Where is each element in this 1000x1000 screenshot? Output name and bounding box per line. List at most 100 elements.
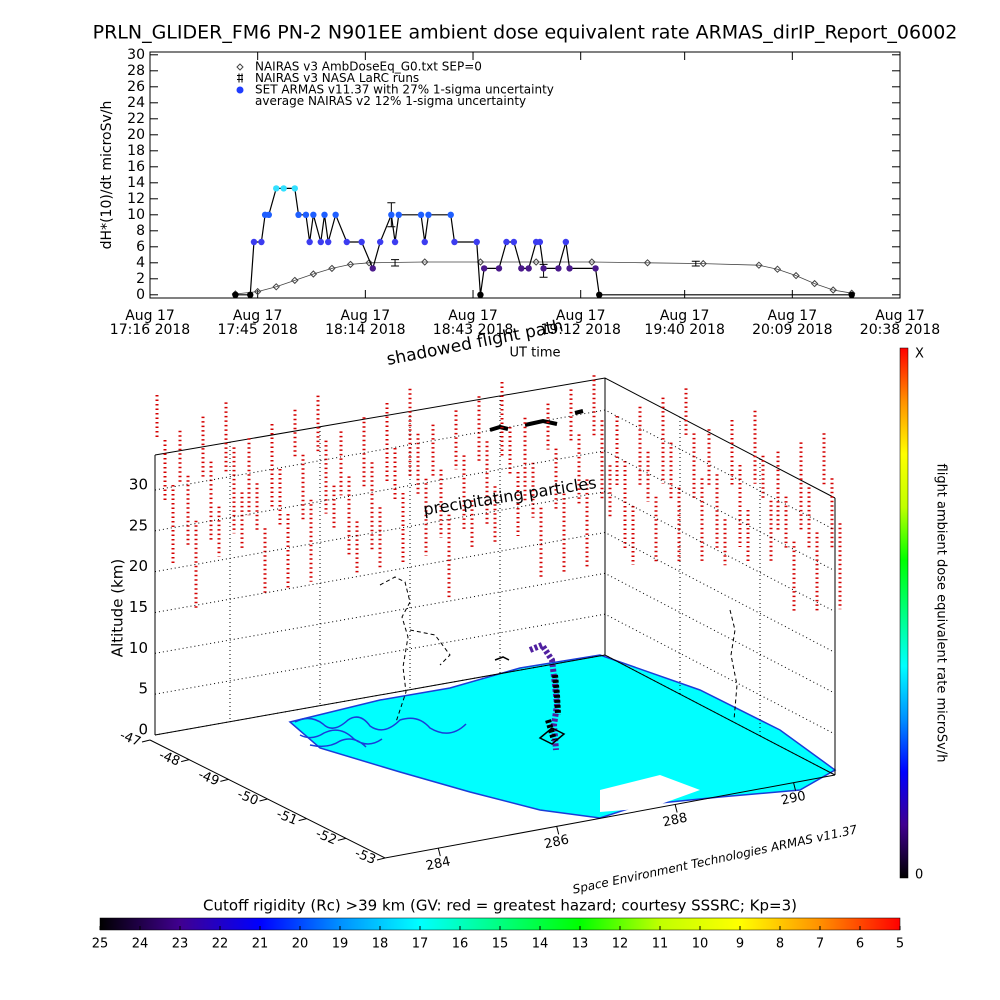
z-tick-label: 25	[129, 516, 148, 534]
diamond-marker	[272, 283, 280, 291]
colorbar-tick-label: 21	[252, 937, 269, 952]
y-tick-label: 14	[127, 175, 145, 191]
z-axis-label: Altitude (km)	[109, 559, 127, 657]
dot-marker	[247, 291, 254, 298]
y-tick-label: -49	[196, 767, 221, 789]
diamond-marker	[829, 286, 837, 294]
track-marker	[494, 656, 566, 745]
y-tick-label: 26	[127, 79, 145, 95]
z-tick-label: 0	[138, 721, 148, 739]
legend-label: NAIRAS v3 NASA LaRC runs	[255, 71, 419, 85]
colorbar-tick-label: 15	[492, 937, 509, 952]
legend-label: average NAIRAS v2 12% 1-sigma uncertaint…	[255, 94, 526, 108]
x-tick-label: 19:40 2018	[644, 322, 724, 338]
colorbar-label: flight ambient dose equivalent rate micr…	[934, 464, 949, 763]
dot-marker	[265, 211, 273, 218]
y-tick-label: -50	[235, 787, 260, 809]
x-tick-label: Aug 17	[768, 308, 818, 324]
dot-marker	[306, 238, 313, 246]
dot-marker	[317, 238, 324, 246]
colorbar-tick-label: 13	[572, 937, 589, 952]
series-line	[235, 261, 852, 295]
x-tick-label: 286	[543, 832, 570, 852]
y-tick-label: -48	[157, 748, 182, 770]
dot-marker	[332, 211, 339, 218]
ice-field	[600, 775, 700, 812]
dot-marker	[451, 238, 458, 246]
dot-marker	[280, 185, 287, 192]
legend-symbol	[236, 86, 244, 94]
grid-line	[154, 572, 836, 694]
y-tick-label: -51	[274, 807, 299, 829]
dot-marker	[503, 238, 510, 246]
colorbar-tick-label: 0	[915, 868, 923, 883]
dot-marker	[325, 238, 332, 246]
y-tick-label: 12	[127, 191, 145, 207]
y-tick-label: -52	[313, 826, 338, 848]
legend-label: SET ARMAS v11.37 with 27% 1-sigma uncert…	[255, 83, 554, 97]
dot-marker	[291, 185, 299, 192]
dot-marker	[592, 265, 599, 272]
x-tick-label: 284	[425, 854, 452, 874]
x-tick-label: 288	[661, 811, 688, 831]
dot-marker	[358, 238, 365, 246]
dot-marker	[417, 211, 425, 218]
colorbar-tick-label: X	[915, 347, 924, 362]
wall-grid	[229, 396, 761, 736]
coastline	[294, 716, 467, 748]
dot-marker	[232, 291, 239, 298]
diamond-marker	[346, 260, 355, 269]
colorbar-tick-label: 8	[776, 937, 784, 952]
y-tick	[376, 857, 386, 861]
y-tick-label: 18	[127, 143, 145, 159]
x-tick-label: Aug 17	[660, 308, 710, 324]
dot-marker	[555, 265, 562, 272]
error-bar	[391, 259, 400, 267]
dot-marker	[447, 211, 454, 218]
y-tick-label: 16	[127, 159, 145, 175]
x-tick	[437, 848, 441, 857]
dot-marker	[310, 211, 317, 218]
grid-line	[154, 654, 836, 776]
error-bar	[691, 260, 700, 267]
z-tick-label: 5	[138, 680, 148, 698]
colorbar-tick-label: 25	[92, 937, 109, 952]
diamond-marker	[253, 287, 262, 296]
z-tick-label: 30	[129, 476, 148, 494]
colorbar-tick-label: 11	[652, 937, 669, 952]
diamond-marker	[421, 258, 429, 266]
dot-marker	[421, 238, 428, 246]
dot-marker	[525, 265, 532, 272]
x-tick-label: 18:43 2018	[433, 322, 513, 338]
colorbar-tick-label: 10	[692, 937, 709, 952]
dot-marker	[562, 238, 570, 246]
diamond-marker	[643, 259, 652, 267]
y-tick-label: 10	[127, 207, 145, 223]
x-tick-label: 17:45 2018	[217, 322, 297, 338]
y-tick-label: 6	[136, 239, 145, 255]
grid-line	[154, 450, 836, 572]
grid-line	[154, 613, 836, 735]
dot-marker	[848, 291, 855, 298]
x-tick-label: Aug 17	[125, 308, 175, 324]
colorbar-tick-label: 12	[612, 937, 629, 952]
dot-marker	[596, 291, 603, 298]
x-tick-label: 290	[780, 789, 807, 809]
map-3d	[149, 375, 842, 859]
y-tick	[259, 798, 268, 802]
x-tick-label: Aug 17	[341, 308, 391, 324]
dot-marker	[376, 238, 384, 246]
dot-marker	[480, 265, 488, 272]
y-tick	[337, 837, 346, 841]
y-tick-label: 8	[136, 223, 145, 239]
legend-symbol	[237, 73, 243, 83]
diamond-marker	[588, 258, 596, 266]
y-axis-label: dH*(10)/dt microSv/h	[99, 101, 115, 250]
dot-marker	[391, 238, 399, 246]
y-tick	[220, 778, 229, 782]
dot-marker	[321, 211, 328, 218]
diamond-marker	[810, 279, 819, 288]
dot-marker	[518, 265, 525, 272]
